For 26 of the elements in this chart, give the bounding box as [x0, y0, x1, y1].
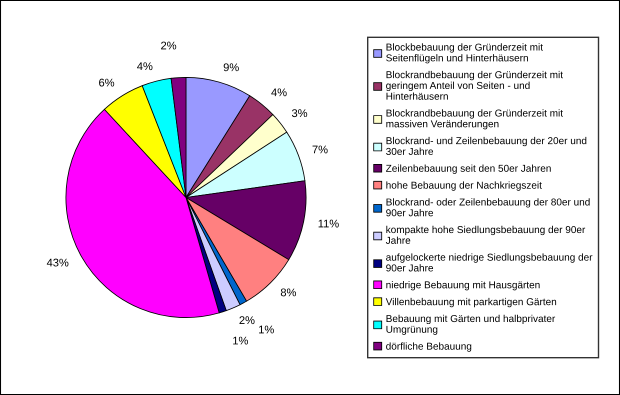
- legend-label: kompakte hohe Siedlungsbebauung der 90er Jahre: [386, 226, 586, 244]
- legend-label: Bebauung mit Gärten und halbprivater Umgrünung: [386, 314, 556, 335]
- legend-label: Blockrandbebauung der Gründerzeit mit geringem Anteil von Seiten - und Hinterhäusern: [386, 70, 563, 100]
- legend-label: dörfliche Bebauung: [386, 342, 472, 352]
- data-label: 9%: [224, 63, 239, 72]
- data-label: 6%: [99, 78, 114, 87]
- data-label: 1%: [259, 326, 274, 334]
- data-label: 43%: [46, 258, 68, 267]
- data-label: 2%: [161, 42, 176, 50]
- data-label: 8%: [280, 288, 296, 296]
- data-label: 4%: [137, 62, 152, 70]
- legend-label: aufgelockerte niedrige Siedlungsbebauung der 90er Jahre: [386, 253, 592, 272]
- data-label: 4%: [271, 88, 287, 96]
- legend-label: Blockrandbebauung der Gründerzeit mit massiven Veränderungen: [386, 109, 563, 130]
- legend-label: niedrige Bebauung mit Hausgärten: [386, 281, 540, 290]
- legend-label: Zeilenbebauung seit den 50er Jahren: [386, 164, 551, 174]
- data-label: 7%: [312, 146, 328, 154]
- legend-label: Blockrand- und Zeilenbebauung der 20er und 30er Jahre: [386, 136, 586, 155]
- data-label: 3%: [292, 109, 308, 118]
- legend-label: Villenbebauung mit parkartigen Gärten: [386, 298, 556, 308]
- data-label: 2%: [239, 316, 255, 324]
- data-label: 1%: [233, 336, 248, 344]
- legend-label: Blockrand- oder Zeilenbebauung der 80er und 90er Jahre: [386, 198, 590, 216]
- legend-label: hohe Bebauung der Nachkriegszeit: [386, 181, 542, 191]
- data-label: 11%: [318, 220, 339, 228]
- legend-label: Blockbebauung der Gründerzeit mit Seitenflügeln und Hinterhäusern: [386, 43, 543, 64]
